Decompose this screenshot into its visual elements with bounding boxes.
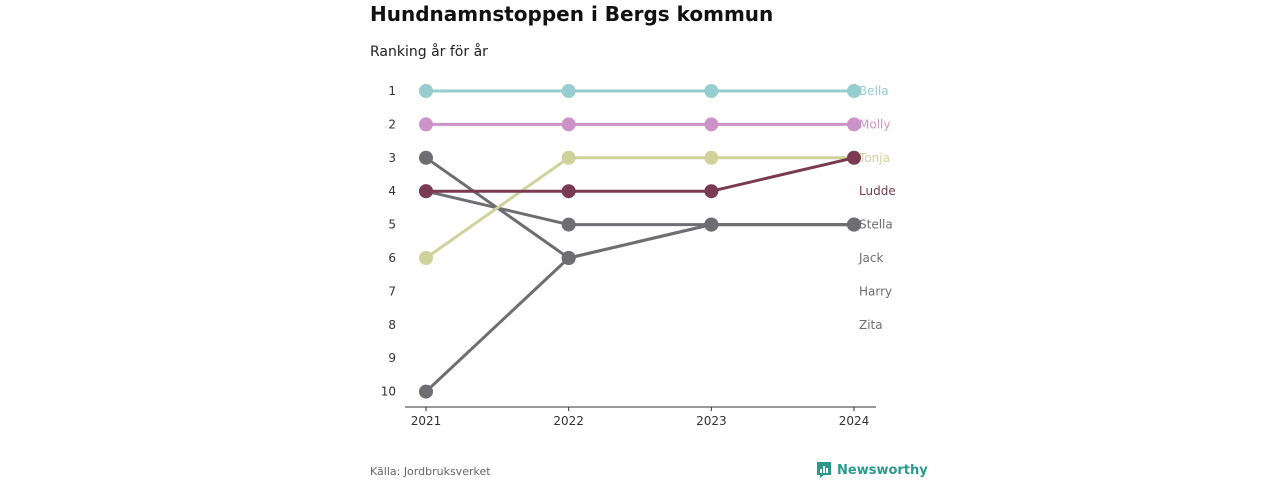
series-point-bella bbox=[847, 84, 862, 98]
source-note: Källa: Jordbruksverket bbox=[370, 465, 491, 478]
y-tick-label: 5 bbox=[388, 218, 396, 232]
series-line-harry bbox=[424, 223, 855, 393]
y-tick-label: 2 bbox=[388, 117, 396, 131]
y-tick-label: 8 bbox=[388, 318, 396, 332]
series-point-ludde bbox=[704, 184, 719, 199]
end-label-bella: Bella bbox=[859, 84, 889, 98]
y-tick-label: 3 bbox=[388, 151, 396, 165]
x-tick-label: 2021 bbox=[411, 414, 442, 428]
end-label-stella: Stella bbox=[859, 218, 893, 232]
series-point-stella bbox=[561, 217, 576, 232]
end-label-ludde: Ludde bbox=[859, 184, 896, 198]
series-point-jack bbox=[419, 150, 433, 165]
y-tick-label: 10 bbox=[381, 385, 396, 399]
series-point-ludde bbox=[419, 184, 433, 199]
series-point-molly bbox=[847, 117, 862, 132]
series-point-harry bbox=[419, 384, 433, 399]
series-line-tonja bbox=[425, 156, 855, 260]
series-point-bella bbox=[419, 84, 433, 98]
series-point-ludde bbox=[561, 184, 576, 199]
rank-chart: 1 2 3 4 5 6 7 8 9 10 2021 2022 2023 2024 Bella Molly Ton… bbox=[381, 84, 896, 428]
end-label-tonja: Tonja bbox=[858, 151, 890, 165]
series-point-ludde bbox=[847, 150, 862, 165]
end-label-jack: Jack bbox=[858, 251, 883, 265]
y-tick-label: 4 bbox=[388, 184, 396, 198]
series-point-molly bbox=[561, 117, 576, 132]
bar-chart-logo-icon bbox=[817, 462, 831, 478]
brand-name: Newsworthy bbox=[837, 462, 928, 478]
series-point-molly bbox=[704, 117, 719, 132]
series-point-harry bbox=[847, 217, 862, 232]
end-label-molly: Molly bbox=[859, 117, 890, 131]
chart-subtitle: Ranking år för år bbox=[370, 44, 488, 60]
brand-logo[interactable]: Newsworthy bbox=[816, 461, 928, 479]
end-label-harry: Harry bbox=[859, 284, 892, 298]
series-line-ludde bbox=[426, 156, 855, 193]
series-point-tonja bbox=[561, 150, 576, 165]
x-tick-label: 2024 bbox=[839, 414, 870, 428]
y-tick-label: 6 bbox=[388, 251, 396, 265]
series-point-tonja bbox=[704, 150, 719, 165]
y-tick-label: 7 bbox=[388, 284, 396, 298]
series-point-molly bbox=[419, 117, 433, 132]
series-line-stella bbox=[425, 189, 855, 227]
series-point-tonja bbox=[419, 251, 433, 265]
y-tick-label: 1 bbox=[388, 84, 396, 98]
series-point-bella bbox=[704, 84, 719, 98]
series-point-bella bbox=[561, 84, 576, 98]
end-label-zita: Zita bbox=[859, 318, 883, 332]
y-tick-label: 9 bbox=[388, 351, 396, 365]
chart-title: Hundnamnstoppen i Bergs kommun bbox=[370, 2, 774, 26]
series-point-harry bbox=[561, 251, 576, 265]
series-point-harry bbox=[704, 217, 719, 232]
x-tick-label: 2023 bbox=[696, 414, 727, 428]
x-tick-label: 2022 bbox=[553, 414, 584, 428]
